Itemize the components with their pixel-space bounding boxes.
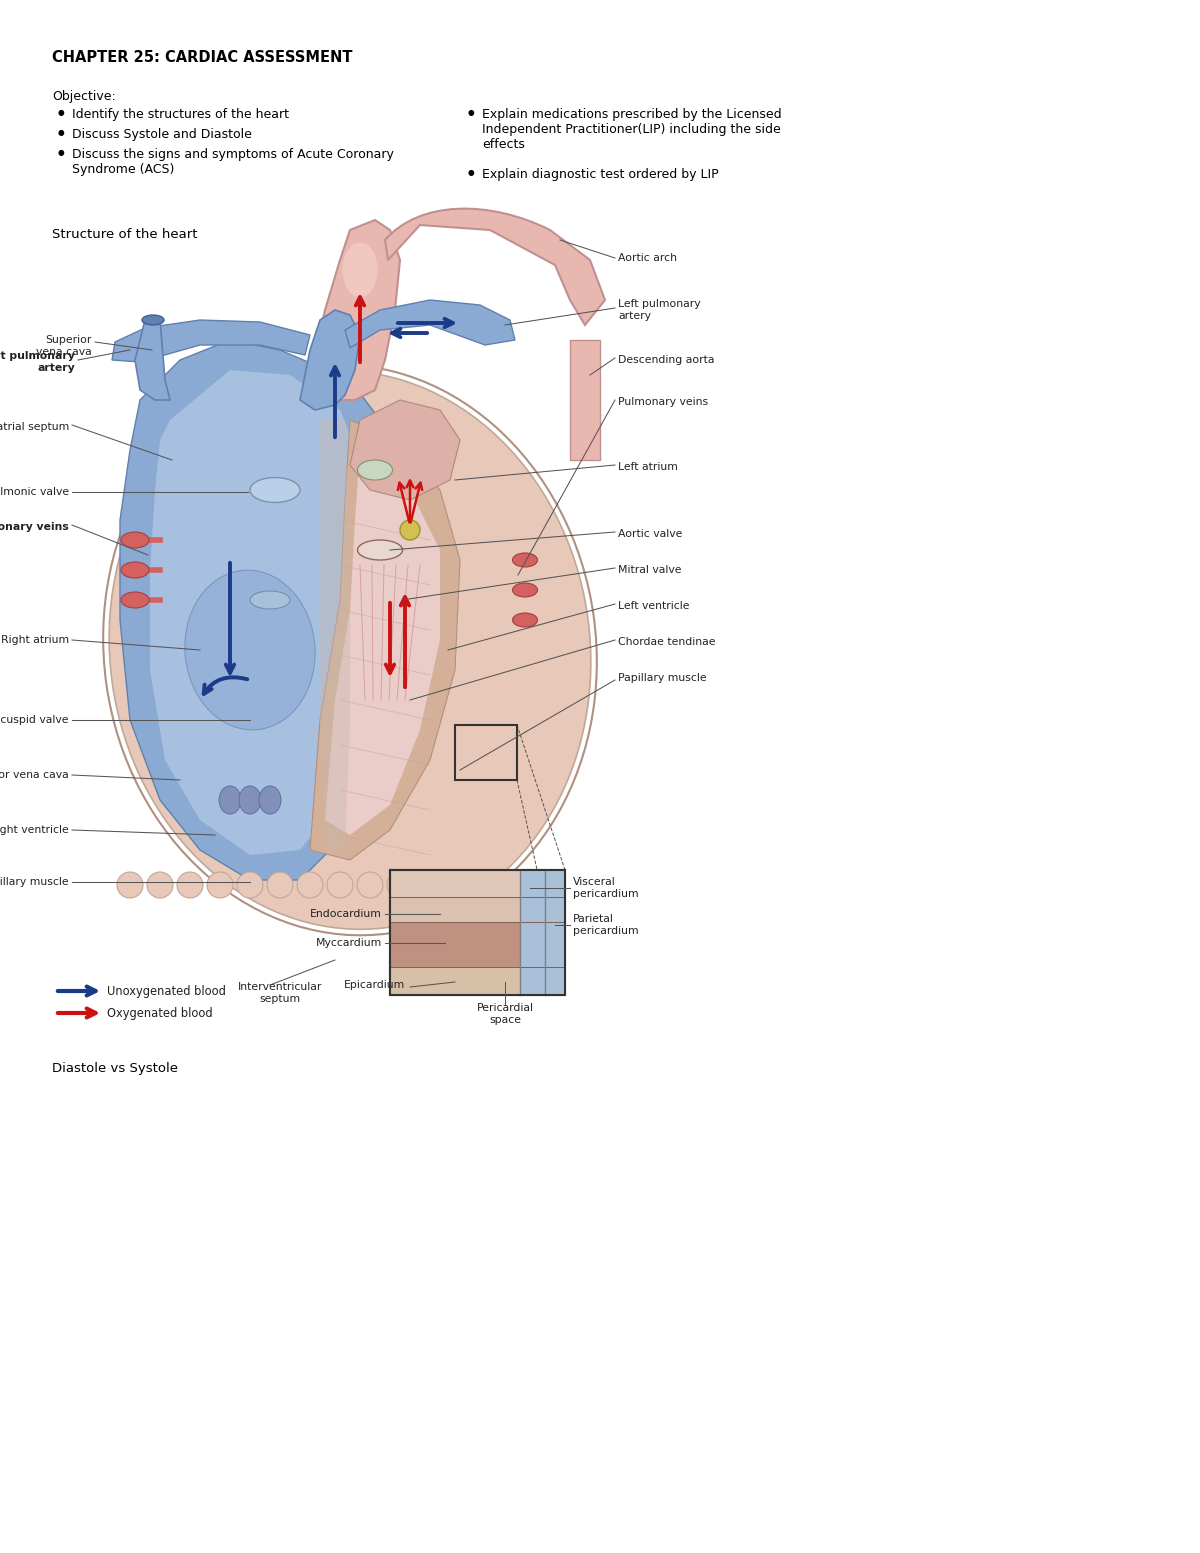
- Text: Discuss the signs and symptoms of Acute Coronary
Syndrome (ACS): Discuss the signs and symptoms of Acute …: [72, 148, 394, 175]
- Polygon shape: [350, 401, 460, 500]
- Polygon shape: [300, 311, 360, 410]
- Text: Pericardial
space: Pericardial space: [476, 1003, 534, 1025]
- Ellipse shape: [342, 242, 378, 298]
- Text: ●: ●: [468, 168, 475, 177]
- Bar: [390, 968, 565, 995]
- Text: Interventricular
septum: Interventricular septum: [238, 981, 322, 1003]
- Text: Identify the structures of the heart: Identify the structures of the heart: [72, 109, 289, 121]
- Circle shape: [508, 871, 533, 898]
- Circle shape: [386, 871, 413, 898]
- Text: Right atrium: Right atrium: [1, 635, 70, 644]
- Bar: [390, 898, 565, 922]
- Polygon shape: [320, 419, 350, 849]
- PathPatch shape: [385, 208, 605, 325]
- Text: Left atrium: Left atrium: [618, 461, 678, 472]
- Circle shape: [266, 871, 293, 898]
- Ellipse shape: [512, 553, 538, 567]
- Text: Objective:: Objective:: [52, 90, 115, 102]
- Ellipse shape: [185, 570, 316, 730]
- Polygon shape: [310, 419, 460, 860]
- Text: Oxygenated blood: Oxygenated blood: [107, 1006, 212, 1019]
- Circle shape: [478, 871, 503, 898]
- Text: Chordae tendinae: Chordae tendinae: [618, 637, 715, 648]
- Polygon shape: [310, 221, 400, 401]
- Text: Parietal
pericardium: Parietal pericardium: [574, 915, 638, 936]
- Ellipse shape: [121, 562, 149, 578]
- Bar: [455, 725, 517, 780]
- Text: Pulmonic valve: Pulmonic valve: [0, 488, 70, 497]
- Bar: [390, 870, 565, 995]
- Ellipse shape: [358, 460, 392, 480]
- Text: Diastole vs Systole: Diastole vs Systole: [52, 1062, 178, 1075]
- Text: Myccardium: Myccardium: [316, 938, 382, 947]
- Text: Endocardium: Endocardium: [310, 909, 382, 919]
- Text: ●: ●: [58, 148, 65, 157]
- Circle shape: [238, 871, 263, 898]
- Bar: [520, 870, 565, 995]
- Text: ●: ●: [468, 109, 475, 116]
- Polygon shape: [325, 450, 440, 836]
- Circle shape: [446, 871, 473, 898]
- Circle shape: [208, 871, 233, 898]
- Text: Left ventricle: Left ventricle: [618, 601, 690, 610]
- Ellipse shape: [142, 315, 164, 325]
- Ellipse shape: [250, 477, 300, 503]
- Polygon shape: [134, 320, 170, 401]
- Text: Structure of the heart: Structure of the heart: [52, 228, 198, 241]
- Text: Pulmonary veins: Pulmonary veins: [0, 522, 70, 533]
- Text: Visceral
pericardium: Visceral pericardium: [574, 877, 638, 899]
- Text: Unoxygenated blood: Unoxygenated blood: [107, 985, 226, 997]
- Text: Tricuspid valve: Tricuspid valve: [0, 714, 70, 725]
- Text: Discuss Systole and Diastole: Discuss Systole and Diastole: [72, 127, 252, 141]
- Circle shape: [400, 520, 420, 540]
- Text: ●: ●: [58, 127, 65, 137]
- Text: Superior
vena cava: Superior vena cava: [36, 335, 92, 357]
- Text: ●: ●: [58, 109, 65, 116]
- Circle shape: [148, 871, 173, 898]
- Text: Pulmonary veins: Pulmonary veins: [618, 398, 708, 407]
- Text: Inferior vena cava: Inferior vena cava: [0, 770, 70, 780]
- Ellipse shape: [250, 592, 290, 609]
- Ellipse shape: [259, 786, 281, 814]
- Ellipse shape: [121, 592, 149, 609]
- Circle shape: [326, 871, 353, 898]
- Ellipse shape: [220, 786, 241, 814]
- Text: CHAPTER 25: CARDIAC ASSESSMENT: CHAPTER 25: CARDIAC ASSESSMENT: [52, 50, 353, 65]
- Ellipse shape: [121, 533, 149, 548]
- Text: Interatrial septum: Interatrial septum: [0, 422, 70, 432]
- Text: Left pulmonary
artery: Left pulmonary artery: [618, 300, 701, 321]
- Text: Papillary muscle: Papillary muscle: [618, 672, 707, 683]
- Circle shape: [298, 871, 323, 898]
- Bar: [390, 922, 565, 968]
- Text: Right ventricle: Right ventricle: [0, 825, 70, 836]
- Polygon shape: [150, 370, 370, 856]
- Circle shape: [118, 871, 143, 898]
- Ellipse shape: [109, 371, 590, 929]
- Ellipse shape: [512, 613, 538, 627]
- Text: Explain medications prescribed by the Licensed
Independent Practitioner(LIP) inc: Explain medications prescribed by the Li…: [482, 109, 781, 151]
- Bar: [390, 870, 565, 995]
- Text: Epicardium: Epicardium: [343, 980, 406, 989]
- Circle shape: [418, 871, 443, 898]
- Polygon shape: [112, 320, 310, 362]
- Text: Aortic arch: Aortic arch: [618, 253, 677, 262]
- Ellipse shape: [358, 540, 402, 561]
- Text: Explain diagnostic test ordered by LIP: Explain diagnostic test ordered by LIP: [482, 168, 719, 182]
- Text: Papillary muscle: Papillary muscle: [0, 877, 70, 887]
- Bar: [570, 340, 600, 460]
- Polygon shape: [346, 300, 515, 348]
- Ellipse shape: [512, 582, 538, 596]
- Text: Aortic valve: Aortic valve: [618, 530, 683, 539]
- Ellipse shape: [239, 786, 262, 814]
- Text: Mitral valve: Mitral valve: [618, 565, 682, 575]
- Text: Right pulmonary
artery: Right pulmonary artery: [0, 351, 74, 373]
- Circle shape: [358, 871, 383, 898]
- Circle shape: [178, 871, 203, 898]
- Polygon shape: [120, 340, 390, 881]
- Text: Descending aorta: Descending aorta: [618, 356, 714, 365]
